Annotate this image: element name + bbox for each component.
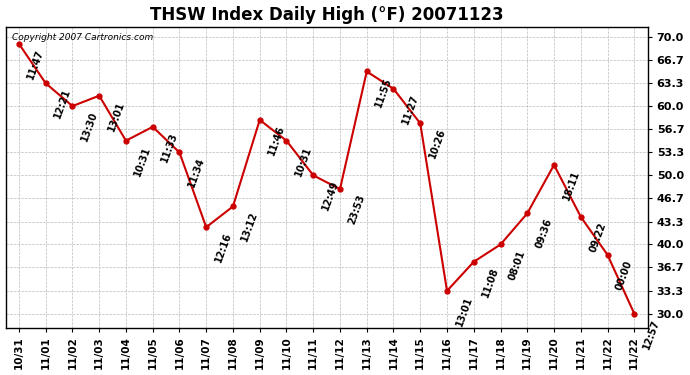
Text: 11:34: 11:34 [186,157,206,189]
Text: 00:00: 00:00 [615,259,635,292]
Text: 11:55: 11:55 [374,76,394,108]
Text: 12:57: 12:57 [641,318,661,350]
Text: 12:16: 12:16 [213,231,233,264]
Text: 10:26: 10:26 [427,128,447,160]
Text: 09:36: 09:36 [534,217,554,250]
Text: Copyright 2007 Cartronics.com: Copyright 2007 Cartronics.com [12,33,153,42]
Text: 11:47: 11:47 [26,48,46,81]
Text: 11:27: 11:27 [400,93,420,126]
Text: 09:22: 09:22 [588,221,608,254]
Text: 11:46: 11:46 [266,124,286,157]
Text: 13:01: 13:01 [454,295,474,328]
Text: 11:08: 11:08 [481,266,501,298]
Text: 10:31: 10:31 [293,145,313,177]
Text: 12:21: 12:21 [52,87,72,120]
Text: 11:33: 11:33 [159,131,179,164]
Text: 18:11: 18:11 [561,169,581,202]
Text: 13:01: 13:01 [106,100,126,132]
Title: THSW Index Daily High (°F) 20071123: THSW Index Daily High (°F) 20071123 [150,6,504,24]
Text: 23:53: 23:53 [347,193,367,226]
Text: 10:31: 10:31 [133,145,153,177]
Text: 13:30: 13:30 [79,110,99,143]
Text: 13:12: 13:12 [240,211,260,243]
Text: 08:01: 08:01 [507,249,527,281]
Text: 12:49: 12:49 [320,180,340,212]
